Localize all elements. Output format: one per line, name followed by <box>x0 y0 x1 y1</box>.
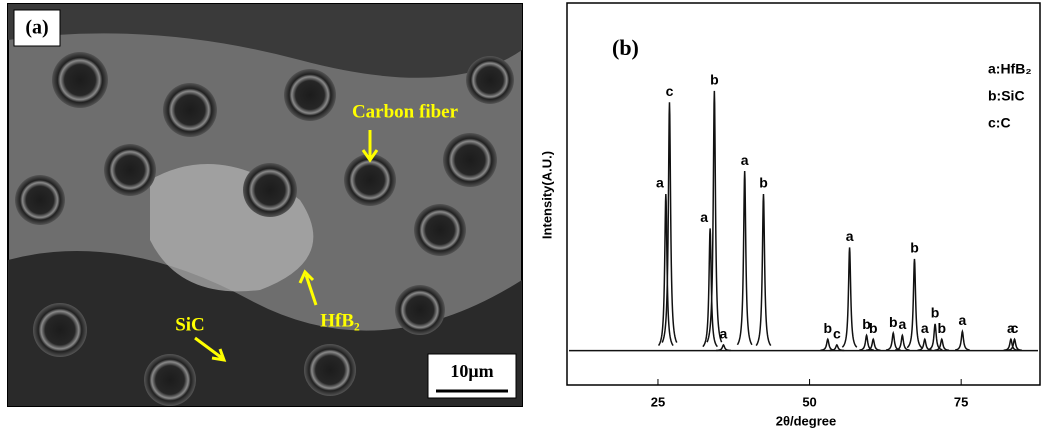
peak-label: c <box>666 83 674 99</box>
peak <box>716 343 731 352</box>
dark-region <box>8 251 522 406</box>
peak <box>934 337 950 351</box>
arrow <box>361 130 379 163</box>
x-tick-label: 75 <box>954 394 968 409</box>
panel-label-box <box>13 9 61 47</box>
peak <box>657 193 674 346</box>
annotation: Carbon fiber <box>352 101 459 122</box>
peak-label: a <box>846 228 854 244</box>
fibers <box>15 52 514 406</box>
legend-entry: a:HfB₂ <box>988 61 1032 77</box>
peak <box>661 102 678 343</box>
scale-bar-label: 10μm <box>450 361 493 381</box>
arrow <box>298 269 318 306</box>
peak-label: a <box>958 312 966 328</box>
annotation: HfB₂ <box>320 310 360 331</box>
peak <box>859 333 874 351</box>
micrograph: (a) Carbon fiber HfB₂ SiC 10μm <box>7 3 523 407</box>
peak-label: a <box>741 152 749 168</box>
peak-label: b <box>869 320 878 336</box>
annotation: SiC <box>175 314 205 335</box>
peak-label: b <box>910 240 919 256</box>
peak-label: b <box>937 320 946 336</box>
dark-region <box>8 4 522 78</box>
peak <box>954 329 970 351</box>
peak-label: a <box>656 175 664 191</box>
peak <box>702 228 718 348</box>
x-tick-label: 25 <box>651 394 665 409</box>
peak-label: b <box>931 305 940 321</box>
xrd-chart: (b) 2θ/degree Intensity(A.U.) 25 50 75acab… <box>539 2 1041 428</box>
peak-label: a <box>700 209 708 225</box>
peak-label: b <box>759 175 768 191</box>
peak-label: c <box>833 326 841 342</box>
peak-label: a <box>1007 320 1015 336</box>
peak <box>736 171 753 346</box>
panel-label: (a) <box>25 17 48 39</box>
peak <box>927 323 943 351</box>
peak-label: c <box>1011 320 1019 336</box>
peak <box>829 343 845 352</box>
peak-label: b <box>710 72 719 88</box>
peak-label: a <box>720 326 728 342</box>
panel-label: (b) <box>612 35 639 60</box>
legend-entry: c:C <box>988 115 1011 131</box>
peak <box>706 90 723 343</box>
arrow <box>194 336 227 362</box>
peak-label: a <box>921 320 929 336</box>
peak <box>885 330 901 351</box>
peak-label: b <box>823 320 832 336</box>
peak <box>755 193 772 346</box>
y-axis-label: Intensity(A.U.) <box>539 151 554 239</box>
x-axis-label: 2θ/degree <box>776 413 837 428</box>
peak <box>841 247 858 348</box>
legend-entry: b:SiC <box>988 88 1025 104</box>
peak-label: b <box>862 316 871 332</box>
peak <box>906 258 923 349</box>
x-tick-label: 50 <box>802 394 816 409</box>
peak <box>1003 337 1019 351</box>
peak <box>865 337 881 351</box>
peak <box>1007 337 1022 351</box>
peak <box>894 333 910 351</box>
plot-frame <box>566 2 1041 386</box>
peak-label: a <box>898 316 906 332</box>
peak-label: b <box>889 314 898 330</box>
